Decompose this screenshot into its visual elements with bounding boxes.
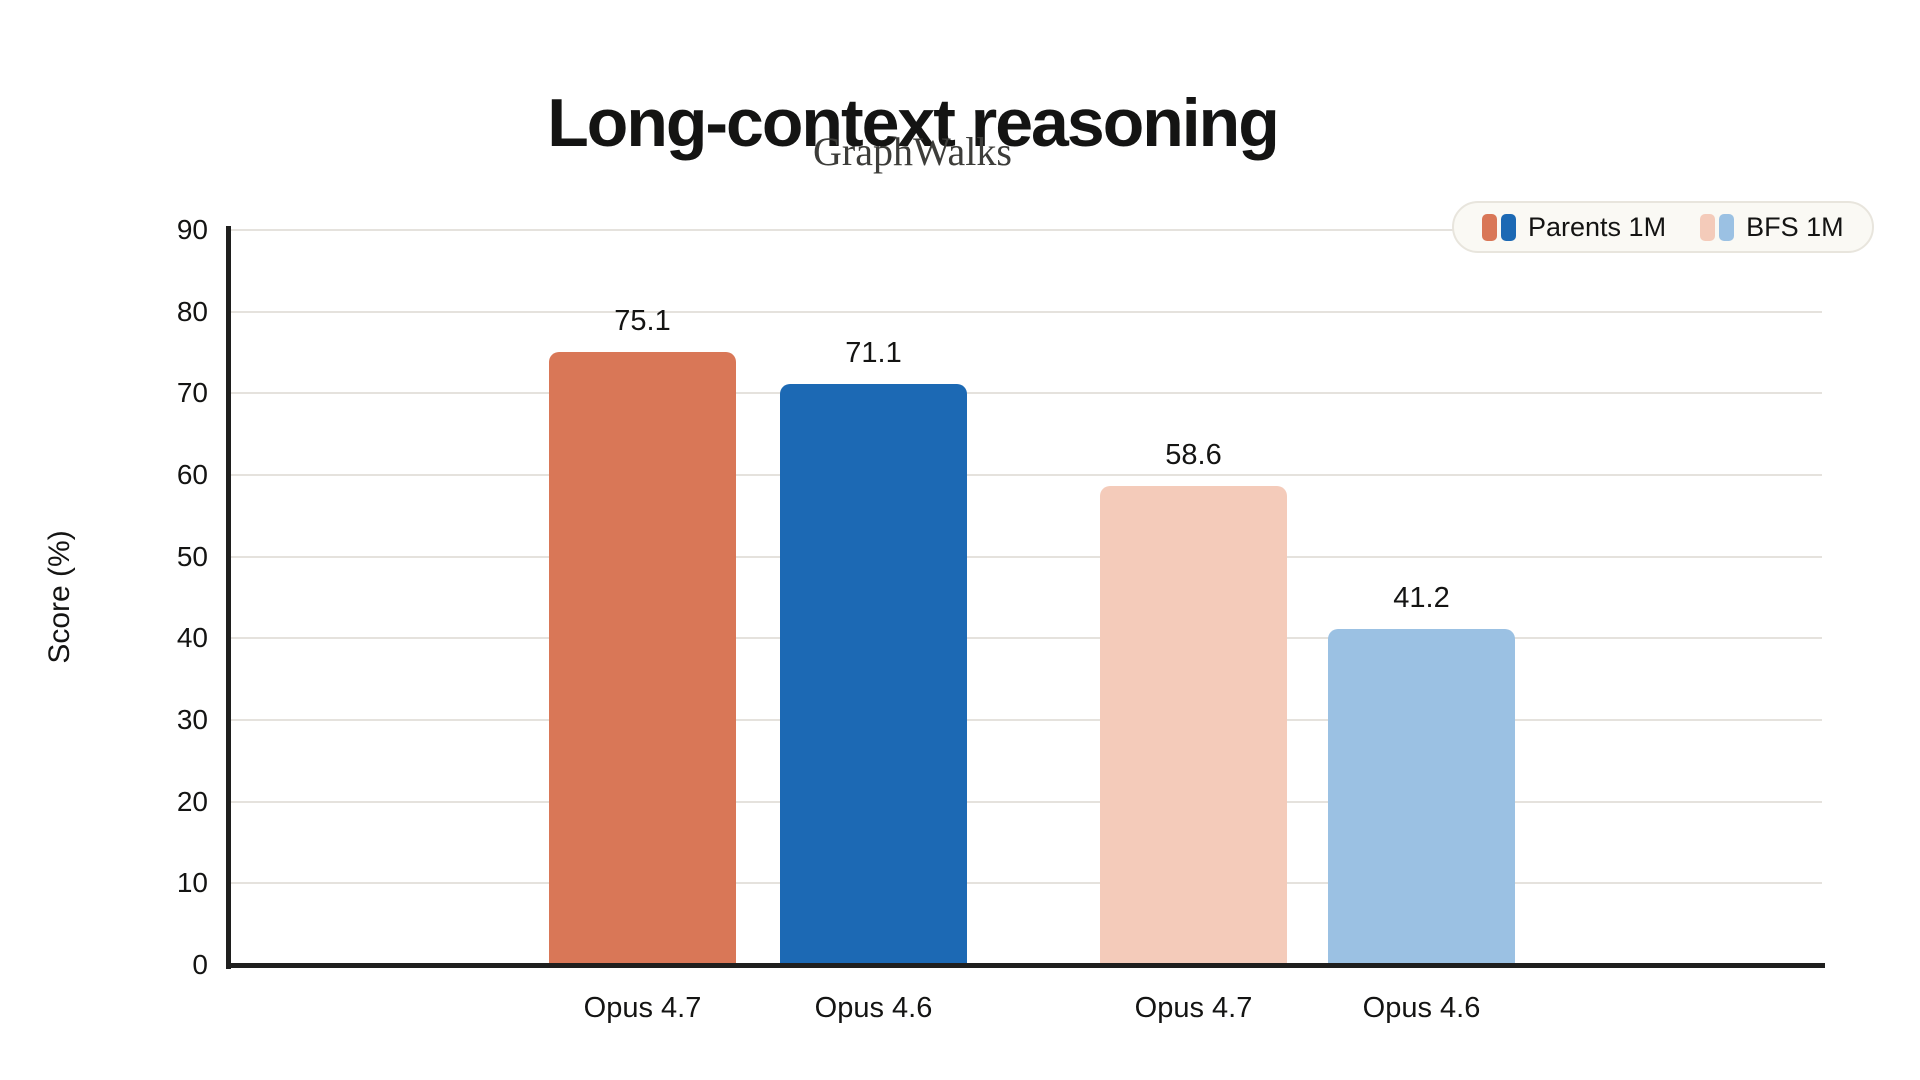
- gridline-40: [228, 637, 1822, 640]
- gridline-10: [228, 882, 1822, 885]
- legend: Parents 1M BFS 1M: [1452, 201, 1874, 253]
- legend-swatch-icon: [1700, 213, 1716, 241]
- y-axis-title: Score (%): [43, 530, 76, 664]
- gridline-80: [228, 310, 1822, 313]
- legend-entry-parents-1m: Parents 1M: [1482, 212, 1666, 243]
- bar-4-opus-4-6: [1328, 628, 1515, 965]
- bar-value-label-4: 41.2: [1393, 581, 1450, 614]
- legend-label: Parents 1M: [1528, 211, 1667, 242]
- bar-value-label-1: 75.1: [614, 304, 671, 337]
- y-tick-label-80: 80: [176, 295, 208, 327]
- legend-swatches: [1700, 213, 1735, 241]
- gridline-60: [228, 474, 1822, 476]
- bar-1-opus-4-7: [549, 351, 736, 965]
- gridline-30: [228, 719, 1822, 721]
- x-tick-label-1: Opus 4.7: [583, 992, 702, 1024]
- bar-2-opus-4-6: [780, 384, 967, 965]
- legend-entry-bfs-1m: BFS 1M: [1700, 212, 1844, 243]
- bar-value-label-3: 58.6: [1165, 439, 1222, 472]
- y-tick-label-60: 60: [176, 459, 208, 490]
- gridline-70: [228, 392, 1822, 395]
- x-tick-label-4: Opus 4.6: [1362, 992, 1481, 1024]
- y-tick-label-50: 50: [176, 540, 208, 572]
- legend-swatch-icon: [1482, 213, 1497, 241]
- gridline-90: [228, 229, 1822, 231]
- y-tick-label-90: 90: [176, 214, 208, 245]
- y-tick-label-70: 70: [176, 377, 208, 409]
- x-tick-label-3: Opus 4.7: [1134, 992, 1253, 1024]
- y-tick-label-10: 10: [176, 867, 208, 899]
- chart-subtitle: GraphWalks: [813, 129, 1012, 174]
- legend-swatch-icon: [1719, 213, 1735, 241]
- chart-title: Long-context reasoning: [547, 84, 1279, 161]
- gridline-50: [228, 555, 1822, 558]
- y-tick-label-20: 20: [176, 785, 208, 817]
- y-tick-label-0: 0: [192, 949, 208, 980]
- bar-value-label-2: 71.1: [845, 337, 902, 370]
- x-axis-line: [226, 963, 1825, 968]
- bar-3-opus-4-7: [1100, 486, 1287, 965]
- gridline-20: [228, 800, 1822, 803]
- y-tick-label-30: 30: [176, 704, 208, 735]
- y-tick-label-40: 40: [176, 622, 208, 654]
- legend-swatches: [1482, 213, 1516, 241]
- legend-label: BFS 1M: [1746, 211, 1844, 242]
- y-axis-line: [226, 226, 231, 969]
- legend-swatch-icon: [1501, 213, 1516, 241]
- x-tick-label-2: Opus 4.6: [814, 992, 933, 1024]
